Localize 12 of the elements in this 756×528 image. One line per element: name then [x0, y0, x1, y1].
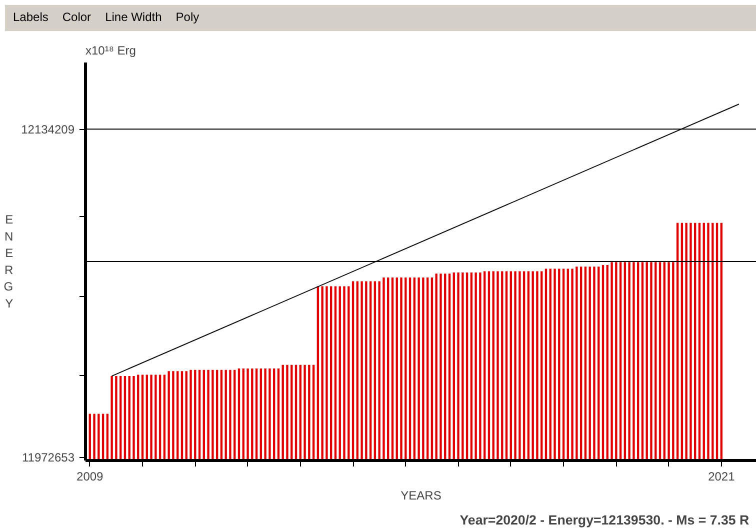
text: Poly [176, 10, 200, 24]
text: Line Width [105, 10, 162, 24]
text: Labels [13, 10, 48, 24]
text: Color [62, 10, 92, 24]
text: Year=2020/2 - Energy=12139530. - Ms = 7.35 R [460, 512, 750, 528]
text: x10¹⁸ Erg [86, 44, 136, 58]
x-axis-title: YEARS [400, 488, 442, 502]
x-tick-label: 2021 [708, 470, 736, 484]
x-tick-label: 2009 [76, 470, 104, 484]
y-axis-title: ENERGY [4, 212, 14, 310]
y-tick-label: 12134209 [21, 122, 75, 137]
y-tick-label: 11972653 [22, 450, 75, 465]
